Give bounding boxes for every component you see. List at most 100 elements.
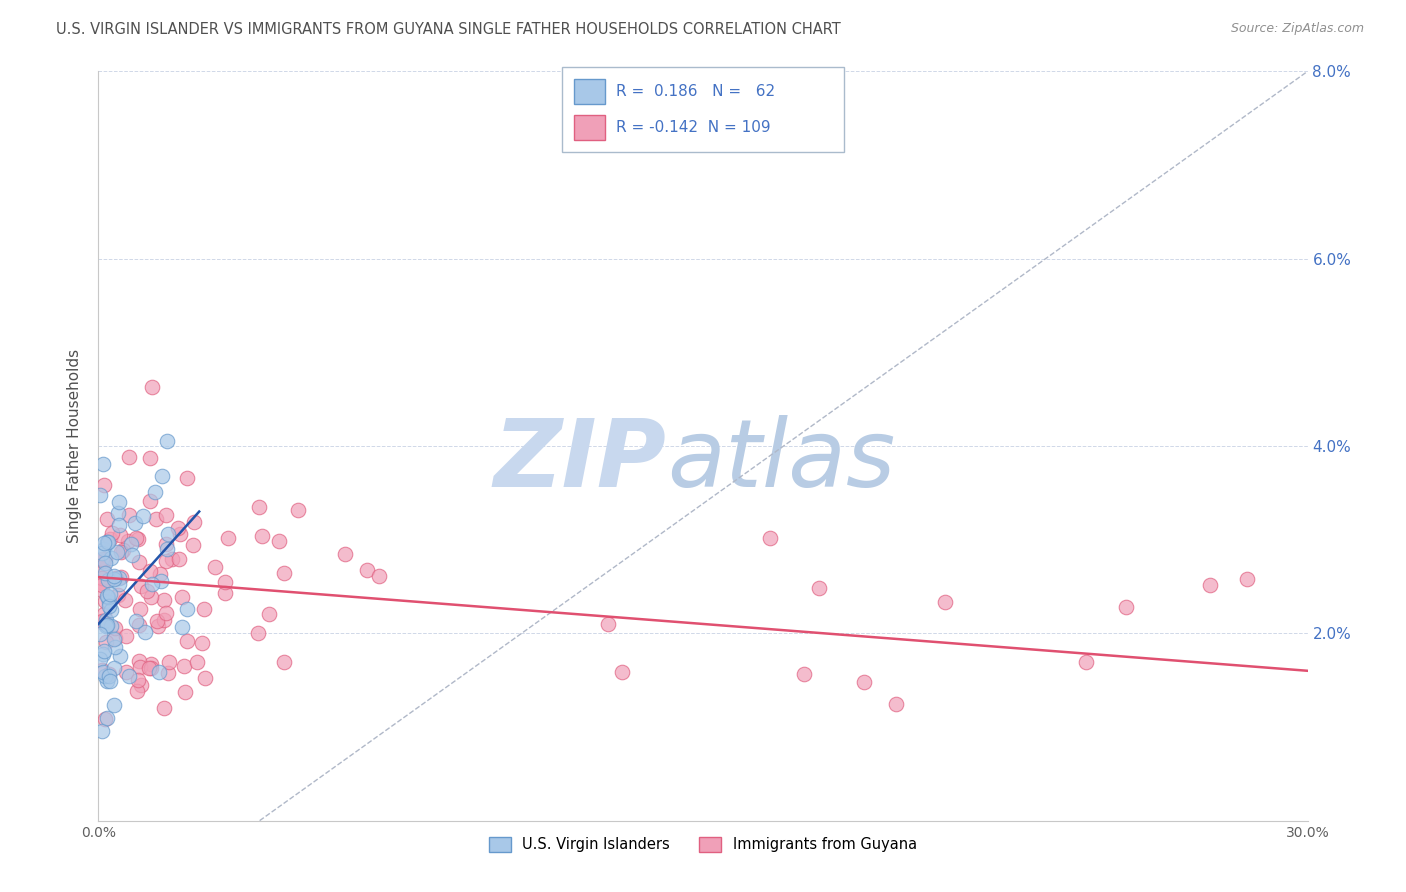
Point bbox=[128, 654, 150, 668]
Point bbox=[157, 665, 180, 680]
Point bbox=[157, 527, 180, 541]
Point bbox=[139, 451, 162, 466]
Point bbox=[141, 380, 163, 394]
Point bbox=[148, 665, 170, 679]
Point bbox=[367, 569, 389, 583]
Point bbox=[153, 701, 176, 715]
Point bbox=[103, 661, 125, 675]
Point bbox=[138, 564, 160, 578]
Point bbox=[214, 575, 236, 590]
Point bbox=[129, 678, 152, 692]
Point bbox=[93, 643, 115, 657]
Point bbox=[91, 615, 114, 629]
Point bbox=[93, 712, 115, 726]
Point bbox=[132, 509, 155, 524]
Point bbox=[1198, 578, 1220, 592]
Point bbox=[91, 583, 114, 598]
Point bbox=[108, 576, 131, 591]
Point bbox=[108, 571, 131, 585]
Point bbox=[91, 647, 114, 661]
Point bbox=[91, 562, 114, 576]
Text: ZIP: ZIP bbox=[494, 415, 666, 507]
Point bbox=[98, 586, 121, 600]
Point bbox=[117, 534, 139, 549]
Point bbox=[91, 554, 114, 568]
Point bbox=[104, 632, 127, 646]
Point bbox=[97, 573, 120, 587]
Point bbox=[217, 532, 239, 546]
Point bbox=[186, 656, 208, 670]
Point bbox=[193, 602, 215, 616]
Point bbox=[139, 661, 162, 675]
Point bbox=[94, 618, 117, 632]
Point bbox=[170, 590, 193, 604]
Point bbox=[128, 660, 150, 674]
Point bbox=[155, 508, 177, 522]
Point bbox=[1236, 572, 1258, 586]
Point bbox=[183, 515, 205, 529]
Point bbox=[169, 527, 191, 541]
Point bbox=[96, 512, 118, 526]
Point bbox=[153, 593, 176, 607]
Point bbox=[155, 537, 177, 551]
Point bbox=[93, 557, 115, 571]
Point bbox=[160, 551, 183, 566]
Point bbox=[145, 512, 167, 526]
Point bbox=[884, 697, 907, 711]
Point bbox=[273, 566, 295, 580]
Point bbox=[91, 571, 114, 585]
Point bbox=[149, 567, 172, 582]
Point bbox=[100, 550, 122, 565]
Point bbox=[104, 640, 127, 654]
Point bbox=[1074, 655, 1097, 669]
Point bbox=[93, 542, 115, 557]
Point bbox=[214, 586, 236, 600]
Legend: U.S. Virgin Islanders, Immigrants from Guyana: U.S. Virgin Islanders, Immigrants from G… bbox=[484, 831, 922, 858]
Point bbox=[89, 627, 111, 641]
Point bbox=[110, 570, 132, 584]
Point bbox=[108, 495, 131, 509]
Point bbox=[150, 468, 173, 483]
Point bbox=[156, 434, 179, 448]
Point bbox=[167, 521, 190, 535]
Point bbox=[89, 488, 111, 502]
Point bbox=[143, 485, 166, 500]
Point bbox=[118, 669, 141, 683]
Point bbox=[98, 533, 121, 547]
Point bbox=[93, 566, 115, 580]
Point bbox=[118, 450, 141, 465]
Point bbox=[110, 544, 132, 558]
Point bbox=[98, 668, 121, 682]
Point bbox=[118, 508, 141, 522]
Point bbox=[121, 549, 143, 563]
Point bbox=[141, 657, 163, 671]
Point bbox=[176, 602, 198, 616]
Point bbox=[112, 543, 135, 558]
Point bbox=[107, 506, 129, 520]
Point bbox=[110, 528, 132, 542]
Point bbox=[149, 574, 172, 588]
Point bbox=[136, 584, 159, 599]
Point bbox=[97, 590, 120, 604]
Point bbox=[104, 621, 127, 635]
Point bbox=[155, 606, 177, 620]
Point bbox=[173, 685, 195, 699]
Point bbox=[108, 649, 131, 664]
Point bbox=[108, 517, 131, 532]
Point bbox=[124, 516, 146, 530]
Point bbox=[155, 554, 177, 568]
Point bbox=[247, 626, 270, 640]
Point bbox=[138, 661, 160, 675]
Point bbox=[273, 655, 295, 669]
Point bbox=[127, 673, 149, 687]
Point bbox=[612, 665, 634, 679]
Point bbox=[90, 723, 112, 738]
Point bbox=[287, 503, 309, 517]
Point bbox=[107, 588, 129, 602]
Point bbox=[129, 579, 152, 593]
Point bbox=[115, 629, 138, 643]
Point bbox=[98, 595, 121, 609]
Point bbox=[94, 634, 117, 648]
Point bbox=[115, 665, 138, 680]
Point bbox=[127, 684, 149, 698]
